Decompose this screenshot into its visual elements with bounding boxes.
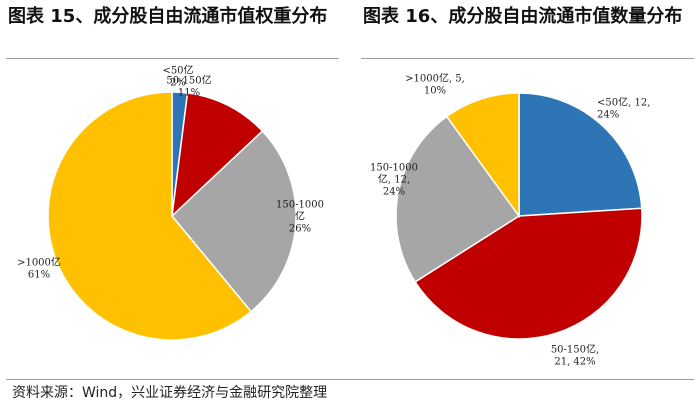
pie-slice-lt50亿 — [518, 92, 643, 217]
title-divider — [6, 58, 339, 59]
weight-pie-panel: 图表 15、成分股自由流通市值权重分布 <50亿 2% 50-150亿 11% 150-… — [0, 0, 345, 380]
slice-label-line: 50-150亿, — [551, 343, 599, 356]
slice-label-150-1000亿: 150-1000 亿 26% — [276, 200, 324, 235]
slice-label-line: >1000亿, 5, — [405, 72, 465, 85]
slice-label-line: 24% — [383, 187, 405, 198]
pie-slice-150-1000亿 — [170, 130, 297, 313]
slice-label-line: 61% — [28, 270, 50, 281]
pie-slice-50-150亿 — [170, 92, 264, 218]
pie-slice-150-1000亿 — [395, 115, 521, 283]
chart-title-weight: 图表 15、成分股自由流通市值权重分布 — [8, 6, 328, 27]
chart-title-count: 图表 16、成分股自由流通市值数量分布 — [363, 6, 683, 27]
slice-label-lt50亿: <50亿 2% — [162, 64, 193, 89]
slice-label-line: 10% — [424, 86, 446, 97]
slice-label-line: 2% — [170, 78, 186, 89]
pie-slice-gt1000亿 — [445, 92, 520, 219]
title-divider — [361, 58, 694, 59]
slice-label-line: 50-150亿 — [166, 74, 211, 87]
slice-label-line: 150-1000 — [276, 200, 324, 211]
slice-label-line: 24% — [597, 110, 619, 121]
slice-label-50-150亿: 50-150亿 11% — [166, 74, 211, 99]
slice-label-lt50亿: <50亿, 12, 24% — [597, 96, 650, 121]
count-pie-chart: <50亿, 12, 24%50-150亿, 21, 42%150-1000 亿, 12… — [370, 72, 650, 368]
slice-label-line: <50亿 — [162, 64, 193, 77]
slice-label-line: 亿 — [295, 210, 305, 223]
slice-label-50-150亿: 50-150亿, 21, 42% — [551, 343, 599, 368]
slice-label-line: 150-1000 — [370, 163, 418, 174]
slice-label-line: >1000亿 — [17, 256, 61, 269]
slice-label-line: <50亿, 12, — [597, 96, 650, 109]
slice-label-line: 26% — [289, 224, 311, 235]
slice-label-gt1000亿: >1000亿, 5, 10% — [405, 72, 465, 97]
slice-label-line: 21, 42% — [554, 357, 595, 368]
slice-label-line: 11% — [178, 88, 200, 99]
slice-label-gt1000亿: >1000亿 61% — [17, 256, 61, 281]
pie-slice-gt1000亿 — [47, 91, 253, 341]
slice-label-150-1000亿: 150-1000 亿, 12, 24% — [370, 163, 418, 198]
footer-divider — [6, 379, 694, 380]
pie-slice-50-150亿 — [414, 207, 643, 340]
slice-label-line: 亿, 12, — [378, 173, 410, 186]
count-pie-panel: 图表 16、成分股自由流通市值数量分布 <50亿, 12, 24% 50-150亿,… — [355, 0, 700, 380]
source-note: 资料来源：Wind，兴业证券经济与金融研究院整理 — [12, 385, 328, 401]
weight-pie-chart: <50亿 2%50-150亿 11% 150-1000 亿 26% >1000亿 61% — [17, 64, 324, 341]
